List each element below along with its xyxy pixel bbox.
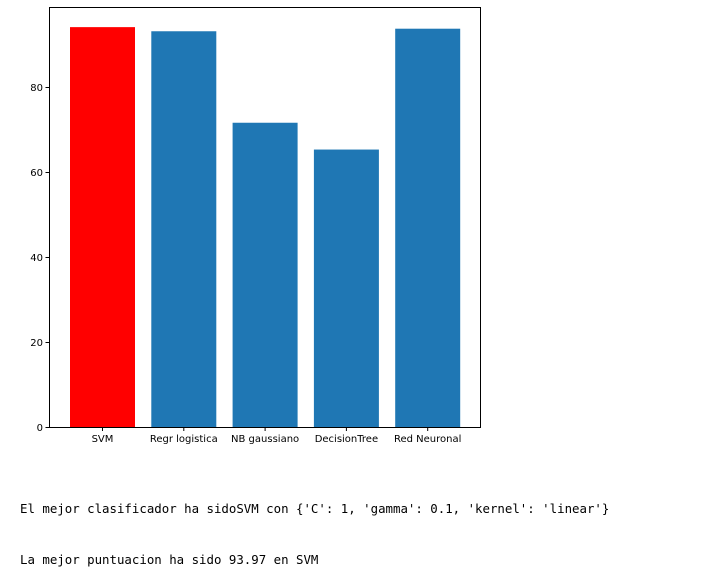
y-tick-label: 40 xyxy=(30,253,43,264)
y-tick-label: 0 xyxy=(37,423,43,434)
y-tick-label: 60 xyxy=(30,168,43,179)
best-classifier-line: El mejor clasificador ha sidoSVM con {'C… xyxy=(20,501,610,516)
bar-svm xyxy=(70,27,135,428)
x-tick-label: Red Neuronal xyxy=(394,434,461,445)
plot-area xyxy=(70,27,461,428)
best-score-line: La mejor puntuacion ha sido 93.97 en SVM xyxy=(20,552,319,567)
bar-regr-logistica xyxy=(151,31,217,428)
y-tick-label: 20 xyxy=(30,338,43,349)
bar-decisiontree xyxy=(313,149,379,427)
console-output: El mejor clasificador ha sidoSVM con {'C… xyxy=(20,466,609,585)
bar-chart: 0 20 40 60 80 SVM Regr logistica NB gaussiano D… xyxy=(30,7,481,445)
x-tick-label: DecisionTree xyxy=(315,434,378,445)
bar-nb-gaussiano xyxy=(232,122,298,427)
x-tick-label: NB gaussiano xyxy=(231,434,299,445)
x-tick-label: SVM xyxy=(92,434,114,445)
bar-red-neuronal xyxy=(395,28,461,428)
y-axis: 0 20 40 60 80 xyxy=(30,83,50,434)
x-tick-label: Regr logistica xyxy=(150,434,218,445)
axes-frame xyxy=(49,7,481,428)
y-tick-label: 80 xyxy=(30,83,43,94)
x-axis: SVM Regr logistica NB gaussiano DecisionTre… xyxy=(92,427,461,445)
